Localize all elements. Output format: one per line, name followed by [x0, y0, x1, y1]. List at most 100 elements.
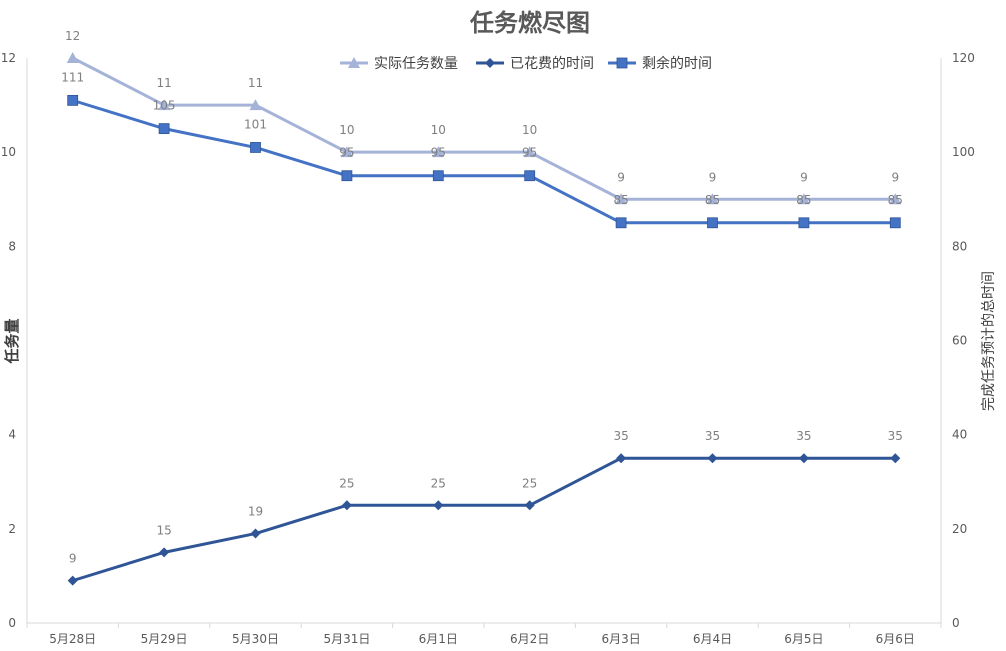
data-label: 10: [339, 123, 354, 137]
data-point-diamond: [67, 575, 78, 586]
series-line: [72, 456, 896, 583]
data-label: 9: [617, 170, 625, 184]
data-label: 85: [796, 193, 811, 207]
data-point-triangle: [615, 193, 628, 205]
data-point-triangle: [706, 193, 719, 205]
data-point-square: [524, 170, 536, 182]
legend-item: 实际任务数量: [340, 56, 458, 72]
y-axis-title-right: 完成任务预计的总时间: [981, 271, 997, 411]
legend-label: 实际任务数量: [374, 56, 458, 72]
data-label: 15: [156, 523, 171, 537]
y-tick-label-left: 12: [1, 51, 16, 65]
data-point-diamond: [524, 500, 535, 511]
y-tick-label-left: 0: [8, 616, 16, 630]
data-label: 85: [613, 193, 628, 207]
axes: 5月28日 5月29日 5月30日 5月31日 6月1日 6月2日 6月3日 6月4日 6月5日…: [1, 51, 975, 646]
data-label: 25: [339, 476, 354, 490]
data-label: 25: [522, 476, 537, 490]
data-point-triangle: [889, 193, 902, 205]
legend-item: 剩余的时间: [608, 55, 712, 72]
data-point-diamond: [616, 453, 627, 464]
data-label: 95: [431, 146, 446, 160]
x-tick-label: 6月1日: [419, 632, 458, 646]
series-line: [72, 98, 896, 225]
series-1: [66, 52, 902, 205]
x-tick-label: 5月31日: [323, 632, 370, 646]
data-point-square: [707, 217, 718, 229]
data-point-square: [67, 94, 79, 106]
y-tick-label-right: 100: [952, 145, 975, 159]
x-tick-label: 5月30日: [232, 632, 279, 646]
x-tick-label: 5月29日: [141, 632, 188, 646]
legend-label: 剩余的时间: [642, 55, 712, 72]
y-tick-label-left: 8: [8, 239, 16, 253]
y-tick-label-right: 120: [952, 51, 975, 65]
data-label: 10: [522, 123, 537, 137]
data-point-diamond: [890, 453, 901, 464]
legend-label: 已花费的时间: [510, 56, 594, 72]
data-point-diamond: [341, 500, 352, 511]
data-point-diamond: [707, 453, 718, 464]
data-label: 9: [69, 552, 77, 566]
data-label: 111: [61, 70, 84, 84]
x-tick-label: 6月6日: [876, 632, 915, 646]
data-point-triangle: [797, 193, 810, 205]
data-point-triangle: [66, 52, 79, 63]
data-point-triangle: [340, 146, 353, 158]
y-tick-label-left: 4: [8, 428, 16, 442]
y-tick-label-right: 60: [952, 334, 967, 348]
y-tick-label-right: 0: [952, 616, 960, 630]
data-label: 105: [153, 99, 176, 113]
data-point-diamond: [250, 528, 261, 539]
data-label: 35: [705, 429, 720, 443]
legend: 实际任务数量 已花费的时间 剩余的时间: [340, 55, 712, 72]
data-label: 35: [888, 429, 903, 443]
y-tick-label-right: 20: [952, 522, 967, 536]
data-point-square: [250, 142, 261, 153]
data-label: 19: [248, 505, 263, 519]
data-label: 12: [65, 29, 80, 43]
data-point-square: [432, 170, 444, 182]
y-tick-label-left: 10: [1, 145, 16, 159]
series-3: [67, 94, 901, 229]
x-tick-label: 5月28日: [49, 632, 96, 646]
legend-marker-triangle: [348, 57, 360, 68]
data-label: 95: [522, 146, 537, 160]
data-point-triangle: [523, 146, 536, 158]
data-label: 11: [248, 76, 263, 90]
legend-marker-diamond: [485, 58, 495, 68]
data-label: 9: [800, 170, 808, 184]
data-label: 95: [339, 146, 354, 160]
data-point-square: [158, 123, 170, 135]
data-labels: 12 11 11 10 10 10 9 9 9 9 9 15 19 25 25 25 35 35 35 35 111 10…: [61, 29, 903, 566]
x-tick-label: 6月5日: [784, 632, 823, 646]
x-tick-label: 6月3日: [601, 632, 640, 646]
data-point-square: [889, 217, 901, 229]
y-tick-label-right: 80: [952, 239, 967, 253]
data-point-triangle: [249, 99, 262, 111]
x-tick-label: 6月4日: [693, 632, 732, 646]
data-point-diamond: [798, 453, 809, 464]
data-label: 9: [891, 170, 899, 184]
data-label: 85: [888, 193, 903, 207]
series-2: [67, 453, 901, 586]
data-point-triangle: [158, 99, 171, 111]
y-axis-title-left: 任务量: [3, 318, 21, 364]
data-point-square: [341, 170, 353, 182]
data-point-diamond: [159, 547, 170, 558]
data-label: 11: [156, 76, 171, 90]
legend-marker-square: [616, 57, 628, 69]
x-tick-label: 6月2日: [510, 632, 549, 646]
data-point-square: [615, 217, 627, 229]
data-point-triangle: [432, 146, 445, 158]
series-line: [72, 56, 896, 201]
y-tick-label-right: 40: [952, 428, 967, 442]
data-label: 35: [796, 429, 811, 443]
y-tick-label-left: 6: [8, 334, 16, 348]
data-label: 35: [613, 429, 628, 443]
y-tick-label-left: 2: [8, 522, 16, 536]
data-label: 101: [244, 117, 267, 131]
data-label: 9: [709, 170, 717, 184]
data-point-square: [798, 217, 810, 229]
chart-title: 任务燃尽图: [469, 8, 590, 37]
